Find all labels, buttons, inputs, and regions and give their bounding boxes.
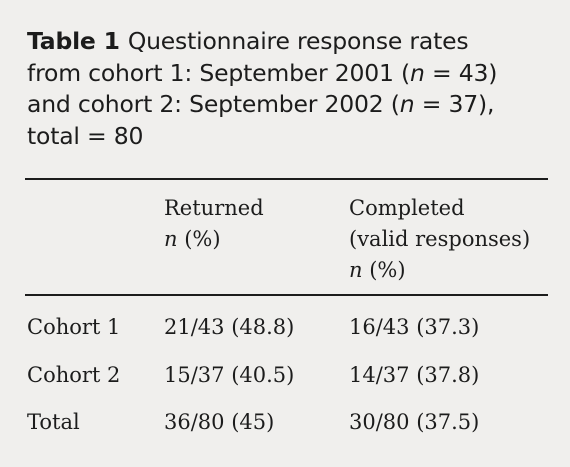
caption-text: = 37), (414, 90, 495, 118)
completed-cell: 14/37 (37.8) (349, 363, 480, 387)
column-header-returned: Returned n (%) (164, 193, 264, 255)
returned-cell: 15/37 (40.5) (164, 363, 295, 387)
caption-title: Questionnaire response rates (127, 27, 469, 55)
caption-text: from cohort 1: September 2001 ( (27, 58, 411, 87)
table-row: Cohort 1 21/43 (48.8) 16/43 (37.3) (0, 307, 570, 347)
caption-line-3: and cohort 2: September 2002 (n = 37), (27, 89, 547, 121)
completed-cell: 16/43 (37.3) (349, 315, 480, 339)
table-row: Cohort 2 15/37 (40.5) 14/37 (37.8) (0, 355, 570, 395)
table-row: Total 36/80 (45) 30/80 (37.5) (0, 402, 570, 442)
completed-cell: 30/80 (37.5) (349, 410, 480, 434)
header-returned-unit: n (%) (164, 224, 264, 255)
caption-n-symbol: n (399, 90, 415, 118)
header-unit-text: (%) (362, 258, 406, 282)
row-label: Total (27, 410, 80, 434)
caption-line-2: from cohort 1: September 2001 (n = 43) (27, 58, 547, 90)
row-label: Cohort 1 (27, 315, 121, 339)
row-label: Cohort 2 (27, 363, 121, 387)
caption-n-symbol: n (410, 58, 425, 87)
header-completed-subtitle: (valid responses) (349, 227, 531, 251)
returned-cell: 21/43 (48.8) (164, 315, 295, 339)
caption-text: and cohort 2: September 2002 ( (27, 90, 400, 118)
table-caption: Table 1 Questionnaire response rates from… (27, 26, 547, 152)
table-top-rule (25, 178, 548, 180)
header-n-symbol: n (349, 258, 363, 282)
table-label: Table 1 (27, 27, 120, 55)
caption-line-4: total = 80 (27, 121, 144, 150)
table-header-rule (25, 294, 548, 296)
caption-line-1: Table 1 Questionnaire response rates (27, 26, 547, 58)
header-n-symbol: n (164, 227, 178, 251)
caption-text: = 43) (424, 58, 498, 87)
header-returned-title: Returned (164, 196, 264, 220)
header-completed-unit: n (%) (349, 255, 530, 286)
returned-cell: 36/80 (45) (164, 410, 275, 434)
column-header-completed: Completed (valid responses) n (%) (349, 193, 530, 286)
header-unit-text: (%) (177, 227, 221, 251)
header-completed-title: Completed (349, 196, 465, 220)
